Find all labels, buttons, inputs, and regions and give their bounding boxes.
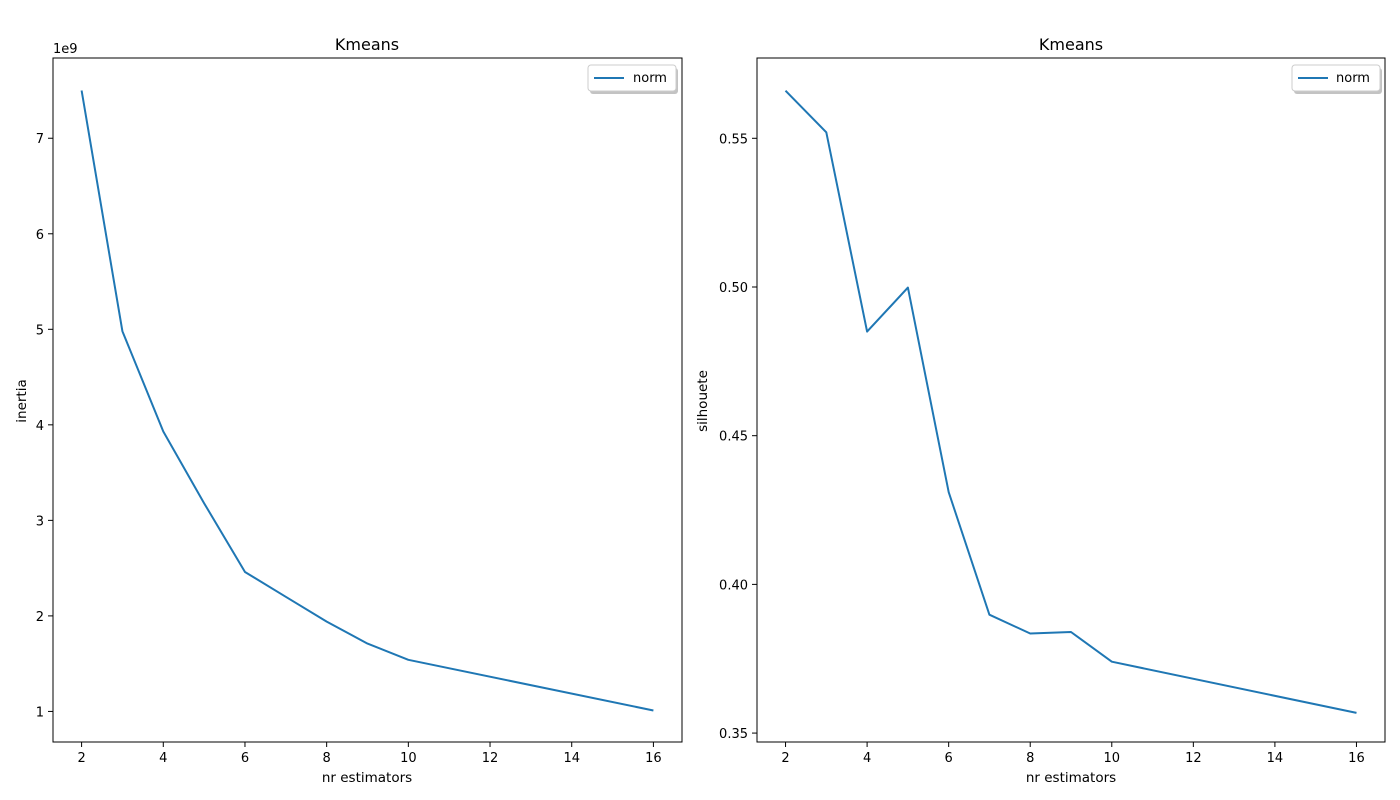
y-tick-label: 7: [36, 132, 44, 147]
x-tick-label: 2: [77, 751, 85, 766]
chart-title: Kmeans: [1039, 35, 1103, 54]
x-tick-label: 4: [863, 751, 871, 766]
y-tick-label: 0.40: [719, 578, 748, 593]
legend-box: [1291, 64, 1381, 92]
ticks: 2 4 6 8 10 12 14 16 0.35 0.40 0.45 0.50 0.55: [719, 132, 1365, 766]
y-tick-label: 3: [36, 514, 44, 529]
x-axis-label: nr estimators: [1026, 770, 1116, 786]
legend-label: norm: [1336, 71, 1370, 86]
subplot-inertia: Kmeans nr estimators inertia 1e9 2 4 6 8 10 1…: [14, 35, 683, 786]
y-tick-label: 1: [36, 705, 44, 720]
plot-frame: [52, 57, 683, 743]
x-tick-label: 8: [323, 751, 331, 766]
y-offset-label: 1e9: [53, 42, 78, 57]
x-tick-label: 6: [945, 751, 953, 766]
y-tick-label: 0.55: [719, 132, 748, 147]
legend: norm: [587, 64, 678, 94]
x-tick-label: 10: [1104, 751, 1121, 766]
plot-frame: [756, 57, 1386, 743]
x-tick-label: 16: [1348, 751, 1365, 766]
y-tick-label: 4: [36, 419, 44, 434]
y-axis-label: silhouete: [695, 370, 711, 432]
legend: norm: [1291, 64, 1382, 94]
x-tick-label: 10: [400, 751, 417, 766]
legend-label: norm: [633, 71, 667, 86]
y-tick-label: 0.45: [719, 430, 748, 445]
y-tick-label: 0.35: [719, 727, 748, 742]
x-axis-label: nr estimators: [322, 770, 412, 786]
series-line-norm: [80, 90, 654, 712]
y-tick-label: 0.50: [719, 281, 748, 296]
legend-box: [587, 64, 677, 92]
x-tick-label: 6: [241, 751, 249, 766]
y-tick-label: 5: [36, 323, 44, 338]
y-axis-label: inertia: [14, 379, 30, 422]
x-tick-label: 14: [563, 751, 580, 766]
x-tick-label: 8: [1026, 751, 1034, 766]
series-line-norm: [784, 89, 1357, 714]
chart-title: Kmeans: [335, 35, 399, 54]
x-tick-label: 14: [1267, 751, 1284, 766]
x-tick-label: 2: [781, 751, 789, 766]
x-tick-label: 16: [645, 751, 662, 766]
x-tick-label: 12: [482, 751, 499, 766]
y-tick-label: 2: [36, 610, 44, 625]
y-tick-label: 6: [36, 228, 44, 243]
x-tick-label: 12: [1185, 751, 1202, 766]
x-tick-label: 4: [159, 751, 167, 766]
subplot-silhouette: Kmeans nr estimators silhouete 2 4 6 8 10 12 1…: [695, 35, 1386, 786]
